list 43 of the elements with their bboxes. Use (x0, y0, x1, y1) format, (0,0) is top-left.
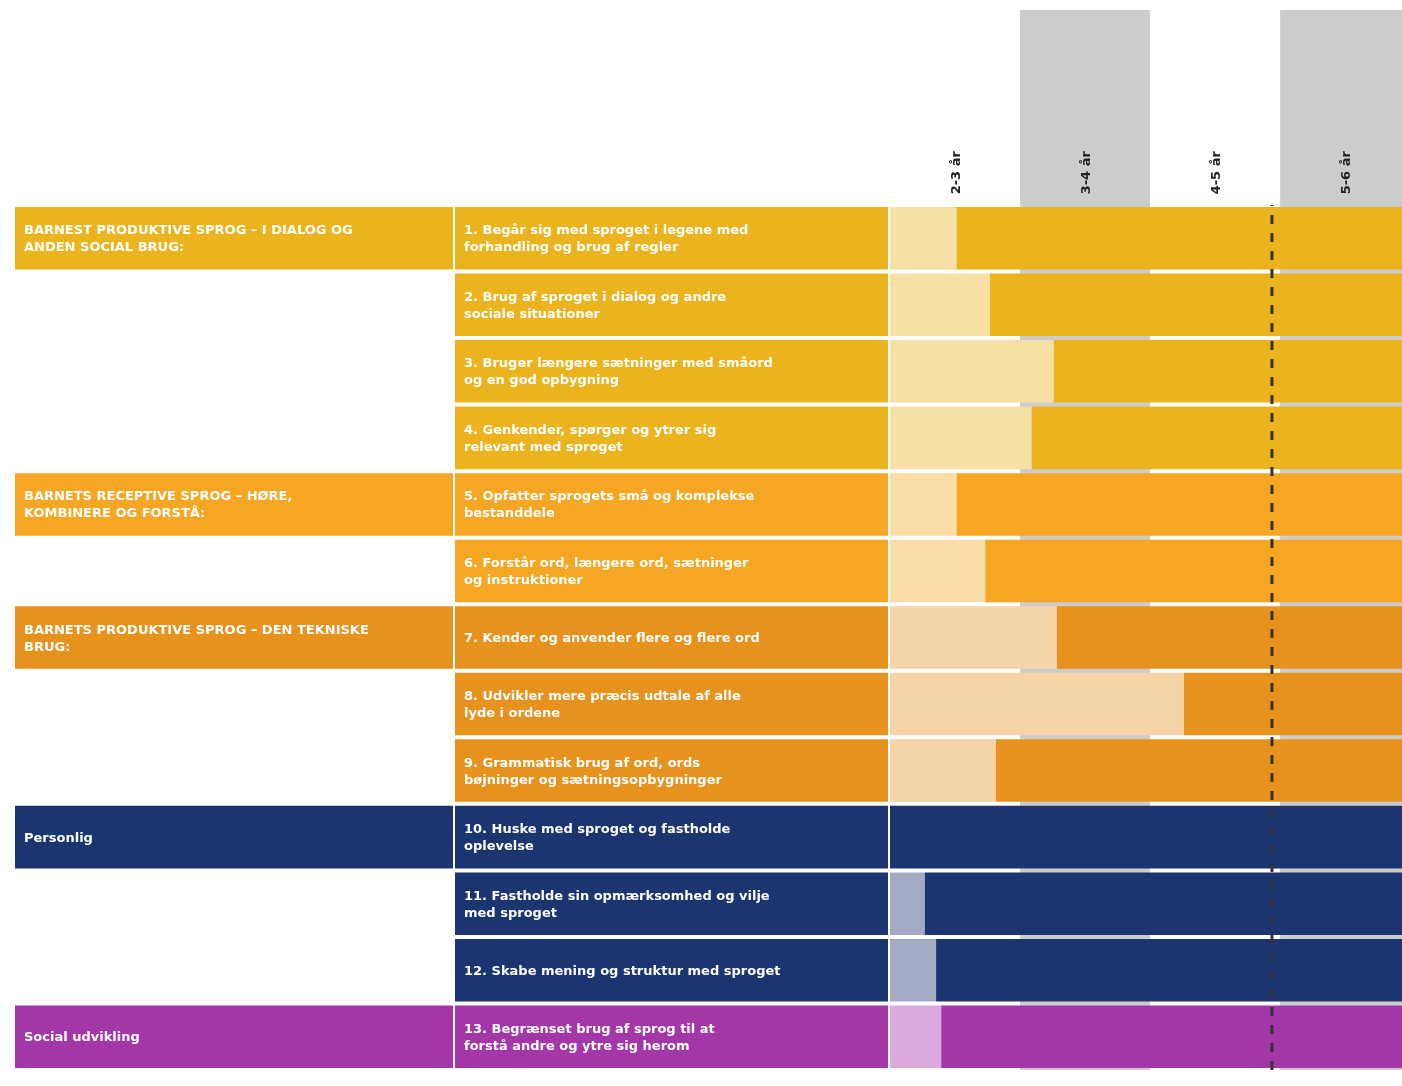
bar (890, 273, 990, 337)
bar (941, 1005, 1402, 1068)
bar (890, 1005, 942, 1068)
y-tick-label: 9. Grammatisk brug af ord, ords bøjninger og sætningsopbygninger (464, 755, 723, 787)
bar (890, 473, 957, 536)
y-tick-label: 12. Skabe mening og struktur med sproget (464, 963, 781, 978)
bar (989, 273, 1402, 337)
bar (924, 872, 1402, 935)
y-tick-label: 7. Kender og anvender flere og flere ord (464, 630, 760, 645)
y-tick-label: 5. Opfatter sprogets små og komplekse bestanddele (464, 488, 755, 520)
bar (1053, 340, 1402, 403)
bar (956, 473, 1402, 536)
text: Personlig (24, 830, 93, 845)
y-tick-label: 8. Udvikler mere præcis udtale af alle lyde i ordene (464, 688, 742, 720)
y-tick-label: 2. Brug af sproget i dialog og andre sociale situationer (464, 289, 727, 321)
text: BARNETS PRODUKTIVE SPROG – DEN TEKNISKE BRUG: (24, 622, 369, 654)
text: 2-3 år (947, 150, 963, 195)
bar (890, 406, 1032, 470)
bar (936, 938, 1402, 1002)
text: 3-4 år (1077, 150, 1093, 195)
text: 5-6 år (1337, 150, 1353, 195)
y-tick-label: 1. Begår sig med sproget i legene med forhandling og brug af regler (464, 222, 749, 254)
y-tick-label: 13. Begrænset brug af sprog til at forstå andre og ytre sig herom (464, 1021, 715, 1053)
bar (1183, 672, 1402, 736)
bar (890, 539, 986, 603)
text: Social udvikling (24, 1029, 140, 1044)
text: 4-5 år (1207, 150, 1223, 195)
bar (1031, 406, 1402, 470)
y-tick-label: 6. Forstår ord, længere ord, sætninger og instruktioner (464, 555, 749, 587)
y-tick-label: 11. Fastholde sin opmærksomhed og vilje med sproget (464, 888, 770, 920)
bar (956, 207, 1402, 270)
text: BARNETS RECEPTIVE SPROG – HØRE, KOMBINERE OG FORSTÅ: (24, 488, 293, 520)
bar (890, 207, 957, 270)
bar (995, 739, 1402, 802)
bar (985, 539, 1402, 603)
bar (890, 872, 925, 935)
bar (890, 938, 937, 1002)
bar (1056, 606, 1402, 669)
y-tick-label: 10. Huske med sproget og fastholde oplevelse (464, 821, 731, 853)
y-tick-label: 3. Bruger længere sætninger med småord og en god opbygning (464, 355, 773, 387)
bar (890, 739, 996, 802)
text: BARNEST PRODUKTIVE SPROG – I DIALOG OG ANDEN SOCIAL BRUG: (24, 222, 353, 254)
y-tick-label: 4. Genkender, spørger og ytrer sig relevant med sproget (464, 422, 717, 454)
